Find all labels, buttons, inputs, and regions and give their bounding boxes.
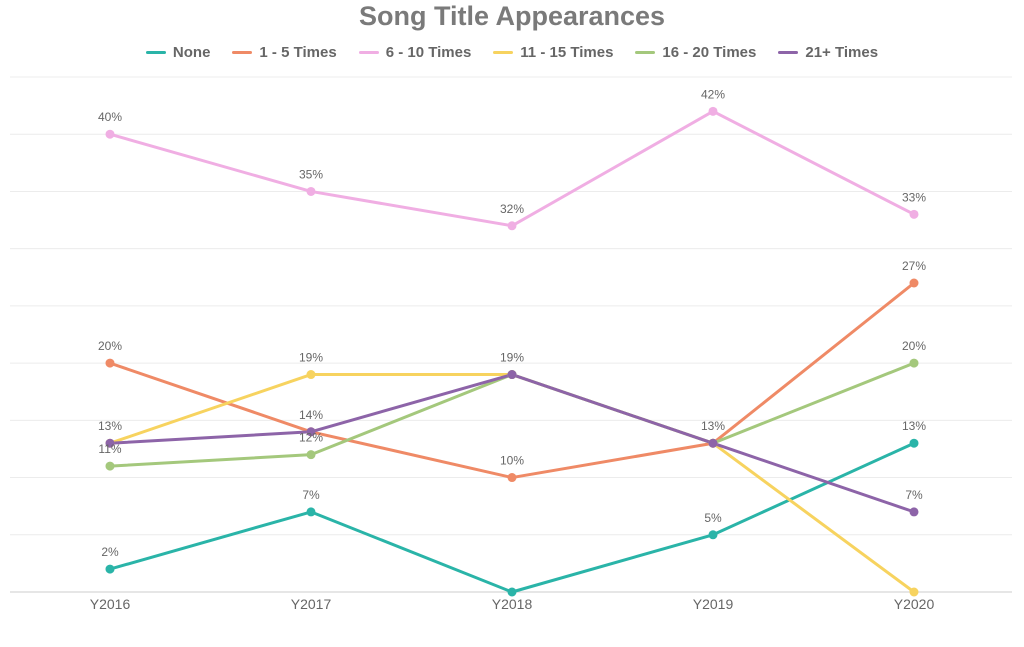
data-point — [105, 564, 115, 574]
data-label: 12% — [299, 431, 323, 445]
series-line-5 — [108, 373, 916, 514]
data-point — [507, 587, 517, 597]
legend-item-1-5-times[interactable]: 1 - 5 Times — [232, 44, 337, 61]
data-point — [708, 106, 718, 116]
series-line-1 — [108, 281, 916, 480]
legend-swatch-16-20-times — [635, 51, 656, 54]
data-label: 14% — [299, 408, 323, 422]
data-point — [909, 358, 919, 368]
legend-label-11-15-times: 11 - 15 Times — [520, 44, 614, 61]
data-label: 35% — [299, 167, 323, 181]
data-label: 13% — [701, 419, 725, 433]
data-point — [507, 473, 517, 483]
data-point — [909, 209, 919, 219]
legend-label-16-20-times: 16 - 20 Times — [662, 44, 757, 61]
data-label: 40% — [98, 110, 122, 124]
data-point — [306, 507, 316, 517]
data-point — [306, 370, 316, 380]
legend-item-21-plus-times[interactable]: 21+ Times — [778, 44, 878, 61]
legend-swatch-21-plus-times — [778, 51, 799, 54]
data-label: 20% — [98, 339, 122, 353]
data-point — [306, 450, 316, 460]
data-label: 33% — [902, 190, 926, 204]
data-point — [708, 438, 718, 448]
data-point — [105, 129, 115, 139]
chart-title: Song Title Appearances — [358, 1, 666, 31]
data-label: 5% — [704, 511, 722, 525]
data-point — [507, 221, 517, 231]
data-point — [306, 427, 316, 437]
legend-label-6-10-times: 6 - 10 Times — [385, 44, 472, 61]
data-label: 7% — [302, 488, 320, 502]
data-label: 42% — [701, 87, 725, 101]
legend-swatch-11-15-times — [493, 51, 514, 54]
x-tick-label: Y2017 — [291, 596, 332, 612]
legend-item-16-20-times[interactable]: 16 - 20 Times — [635, 44, 756, 61]
legend-swatch-6-10-times — [358, 51, 379, 54]
data-point — [909, 587, 919, 597]
data-point — [105, 358, 115, 368]
data-label: 2% — [101, 545, 119, 559]
legend-item-11-15-times[interactable]: 11 - 15 Times — [493, 44, 613, 61]
data-label: 7% — [905, 488, 923, 502]
legend: None 1 - 5 Times 6 - 10 Times 11 - 15 Ti… — [0, 44, 1024, 61]
x-tick-label: Y2019 — [693, 596, 734, 612]
x-tick-label: Y2016 — [90, 596, 131, 612]
data-point — [909, 507, 919, 517]
data-label: 13% — [902, 419, 926, 433]
series-line-3 — [108, 373, 916, 594]
data-point — [909, 438, 919, 448]
legend-swatch-none — [145, 51, 166, 54]
x-tick-label: Y2020 — [894, 596, 935, 612]
legend-label-21-plus-times: 21+ Times — [805, 44, 879, 61]
data-label: 32% — [500, 202, 524, 216]
legend-label-1-5-times: 1 - 5 Times — [259, 44, 337, 61]
data-label: 20% — [902, 339, 926, 353]
data-label: 19% — [299, 351, 323, 365]
data-point — [507, 370, 517, 380]
data-point — [306, 186, 316, 196]
data-point — [708, 530, 718, 540]
data-label: 13% — [98, 419, 122, 433]
legend-swatch-1-5-times — [232, 51, 253, 54]
data-label: 27% — [902, 259, 926, 273]
data-point — [909, 278, 919, 288]
data-label: 10% — [500, 454, 524, 468]
data-point — [105, 461, 115, 471]
legend-item-6-10-times[interactable]: 6 - 10 Times — [358, 44, 472, 61]
data-label: 11% — [98, 442, 121, 456]
data-label: 19% — [500, 351, 524, 365]
x-tick-label: Y2018 — [492, 596, 533, 612]
legend-label-none: None — [172, 44, 211, 61]
data-point — [105, 438, 115, 448]
legend-item-none[interactable]: None — [145, 44, 211, 61]
